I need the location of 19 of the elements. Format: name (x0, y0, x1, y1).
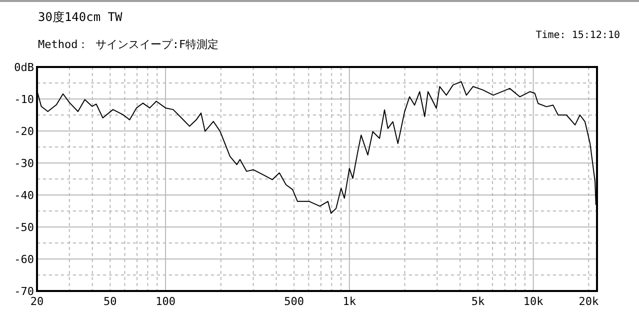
x-tick-label: 50 (104, 295, 117, 308)
y-tick-label: -40 (14, 189, 34, 202)
chart-title: 30度140cm TW (38, 10, 124, 24)
y-tick-label: -20 (14, 125, 34, 138)
text: Time: 15:12:10 (536, 30, 620, 41)
x-tick-label: 100 (156, 295, 176, 308)
x-tick-label: 10k (523, 295, 544, 308)
y-tick-label: -60 (14, 253, 34, 266)
chart-subtitle: Method： サインスイープ:F特測定 (38, 38, 219, 51)
y-tick-label: -10 (14, 93, 34, 106)
x-tick-label: 1k (342, 295, 356, 308)
x-tick-label: 5k (471, 295, 485, 308)
y-tick-label: -30 (14, 157, 34, 170)
y-tick-label: 0dB (14, 61, 34, 74)
x-tick-label: 500 (284, 295, 304, 308)
x-tick-label: 20k (578, 295, 599, 308)
y-tick-label: -50 (14, 221, 34, 234)
x-tick-label: 20 (30, 295, 44, 308)
y-tick-label: -70 (14, 285, 34, 298)
